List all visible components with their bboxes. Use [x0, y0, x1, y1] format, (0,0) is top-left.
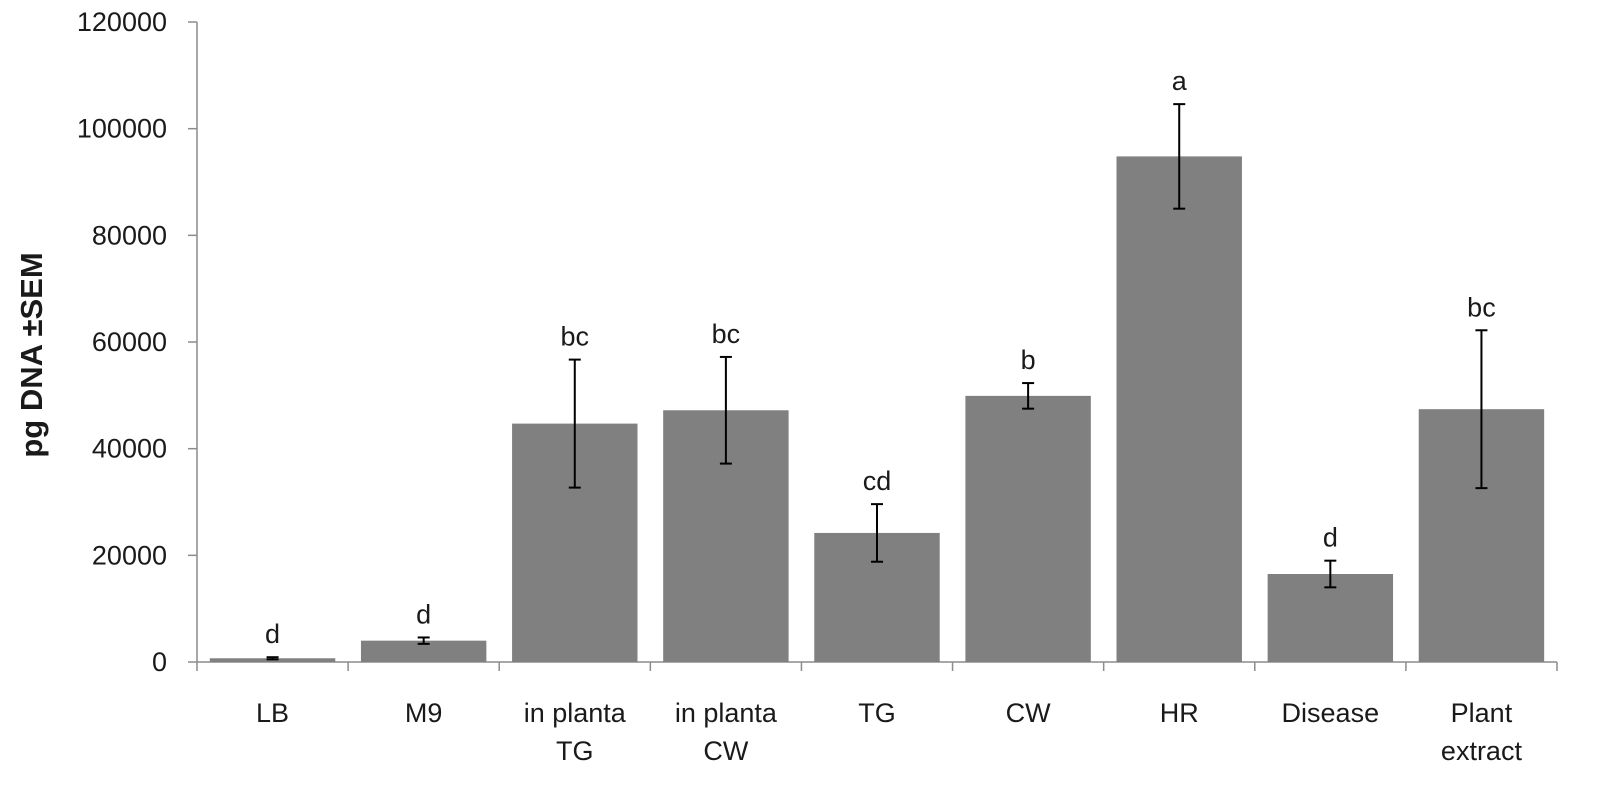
bars-group [209, 156, 1545, 662]
y-tick-label: 40000 [92, 434, 167, 464]
y-tick-label: 80000 [92, 220, 167, 250]
bar [360, 640, 487, 662]
y-axis-title: pg DNA ±SEM [14, 252, 49, 457]
y-axis-title-group: pg DNA ±SEM [14, 252, 49, 457]
bar [1267, 574, 1394, 662]
x-axis [196, 661, 1558, 671]
bar [965, 395, 1091, 662]
category-label: LB [256, 698, 289, 728]
error-bars-group [266, 103, 1488, 661]
category-labels-group: LB M9 in planta TG in planta CW TG CW HR Disease P… [256, 698, 1522, 766]
significance-label: bc [561, 322, 590, 352]
y-tick-label: 20000 [92, 540, 167, 570]
category-label: CW [703, 736, 748, 766]
category-label: TG [556, 736, 594, 766]
significance-label: d [265, 619, 280, 649]
significance-label: d [1323, 523, 1338, 553]
category-label: Plant [1451, 698, 1513, 728]
y-axis: 0 20000 40000 60000 80000 100000 120000 [77, 7, 198, 677]
y-tick-label: 0 [152, 647, 167, 677]
category-label: extract [1441, 736, 1523, 766]
bar [1116, 156, 1242, 662]
category-label: Disease [1282, 698, 1380, 728]
y-tick-label: 100000 [77, 114, 167, 144]
significance-label: a [1172, 66, 1188, 96]
y-tick-label: 120000 [77, 7, 167, 37]
significance-label: bc [712, 319, 741, 349]
significance-label: cd [863, 466, 892, 496]
significance-label: bc [1467, 292, 1496, 322]
category-label: in planta [675, 698, 778, 728]
significance-label: b [1021, 345, 1036, 375]
category-label: TG [858, 698, 896, 728]
y-tick-label: 60000 [92, 327, 167, 357]
category-label: HR [1160, 698, 1199, 728]
category-label: in planta [524, 698, 627, 728]
category-label: M9 [405, 698, 443, 728]
significance-label: d [416, 599, 431, 629]
significance-labels-group: d d bc bc cd b a d bc [265, 66, 1496, 649]
category-label: CW [1006, 698, 1051, 728]
